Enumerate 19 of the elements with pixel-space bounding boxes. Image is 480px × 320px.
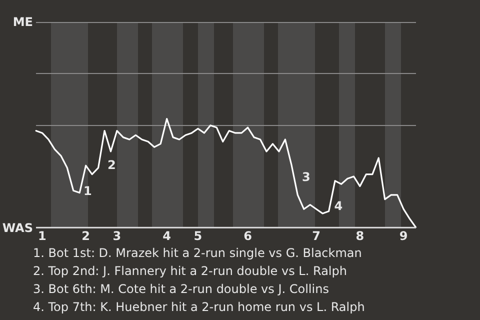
x-tick-label: 9 — [399, 228, 408, 243]
annotation: 1 — [84, 184, 92, 198]
annotation: 2 — [107, 158, 116, 172]
annotation: 3 — [302, 170, 310, 184]
x-tick-label: 3 — [112, 228, 122, 243]
x-tick-label: 1 — [38, 228, 46, 243]
text: 1. Bot 1st: D. Mrazek hit a 2-run single vs G. Blackman — [33, 245, 363, 262]
x-tick-label: 5 — [194, 228, 202, 243]
text: WAS — [2, 220, 33, 235]
text: 4. Top 7th: K. Huebner hit a 2-run home run vs L. Ralph — [33, 299, 365, 316]
x-tick-label: 8 — [356, 228, 364, 243]
x-tick-label: 4 — [162, 228, 171, 243]
x-tick-label: 6 — [244, 228, 252, 243]
x-tick-label: 7 — [312, 228, 321, 243]
text: ME — [12, 15, 33, 29]
text: 2. Top 2nd: J. Flannery hit a 2-run double vs L. Ralph — [33, 263, 348, 280]
text: 3. Bot 6th: M. Cote hit a 2-run double vs J. Collins — [33, 281, 330, 298]
annotation: 4 — [334, 198, 343, 213]
x-tick-label: 2 — [82, 228, 90, 243]
